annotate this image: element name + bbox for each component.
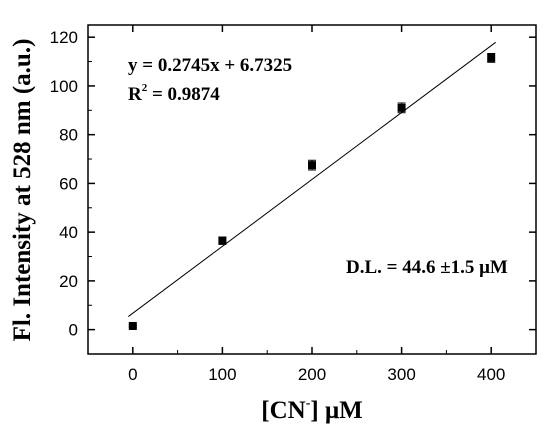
detection-limit-label: D.L. = 44.6 ±1.5 μM bbox=[346, 257, 508, 278]
x-axis-ticks: 0 100 200 300 400 bbox=[87, 25, 537, 384]
y-axis-title: Fl. Intensity at 528 nm (a.u.) bbox=[9, 39, 36, 342]
x-tick-label: 200 bbox=[298, 365, 326, 384]
x-tick-label: 100 bbox=[208, 365, 236, 384]
y-tick-label: 80 bbox=[59, 126, 78, 145]
y-tick-label: 20 bbox=[59, 272, 78, 291]
data-point bbox=[218, 236, 227, 245]
x-tick-label: 400 bbox=[477, 365, 505, 384]
data-point bbox=[308, 161, 316, 170]
y-tick-label: 120 bbox=[50, 28, 78, 47]
x-tick-label: 0 bbox=[128, 365, 137, 384]
data-point bbox=[487, 53, 496, 62]
equation-label: y = 0.2745x + 6.7325 bbox=[128, 55, 292, 76]
r-squared-label: R2 = 0.9874 bbox=[128, 82, 220, 105]
regression-line bbox=[128, 41, 496, 317]
y-tick-label: 40 bbox=[59, 223, 78, 242]
y-tick-label: 60 bbox=[59, 174, 78, 193]
x-axis-title: [CN-] μM bbox=[261, 396, 362, 424]
y-tick-label: 0 bbox=[69, 321, 78, 340]
x-tick-label: 300 bbox=[387, 365, 415, 384]
data-point bbox=[397, 103, 406, 112]
y-axis-ticks: 0 20 40 60 80 100 120 bbox=[50, 28, 536, 340]
y-tick-label: 100 bbox=[50, 77, 78, 96]
data-point bbox=[128, 321, 137, 330]
data-points bbox=[128, 53, 496, 330]
